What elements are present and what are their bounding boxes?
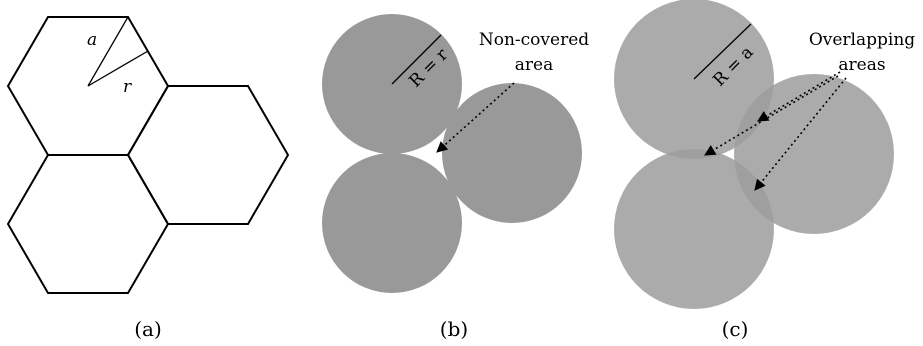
annotation-c-line2: areas — [838, 55, 885, 75]
panel-b: R = r Non-covered area (b) — [322, 14, 589, 341]
annotation-b-line2: area — [515, 55, 553, 75]
apothem-label: a — [87, 30, 97, 50]
caption-b: (b) — [440, 317, 468, 341]
panel-a: a r (a) — [6, 16, 290, 341]
annotation-arrow-c-1 — [757, 71, 841, 122]
annotation-arrow-c-2 — [704, 75, 839, 156]
circle-c-right — [734, 74, 894, 234]
circle-b-right — [442, 83, 582, 223]
annotation-c-line1: Overlapping — [809, 30, 915, 50]
radius-line-c — [693, 23, 752, 80]
circumradius-label: r — [123, 77, 132, 97]
circumradius-line — [87, 16, 129, 87]
annotation-b-line1: Non-covered — [479, 30, 589, 50]
annotation-arrow-c-3 — [754, 77, 847, 191]
annotation-arrow-b — [436, 82, 515, 153]
caption-c: (c) — [722, 317, 749, 341]
circle-b-bottom — [322, 153, 462, 293]
radius-line-b — [391, 34, 442, 85]
caption-a: (a) — [134, 317, 162, 341]
panel-c: R = a Overlapping areas (c) — [614, 0, 915, 341]
apothem-line — [87, 50, 149, 87]
hexagon-bottom-left — [6, 154, 170, 294]
circle-c-bottom — [614, 149, 774, 309]
hexagon-right — [126, 85, 290, 225]
